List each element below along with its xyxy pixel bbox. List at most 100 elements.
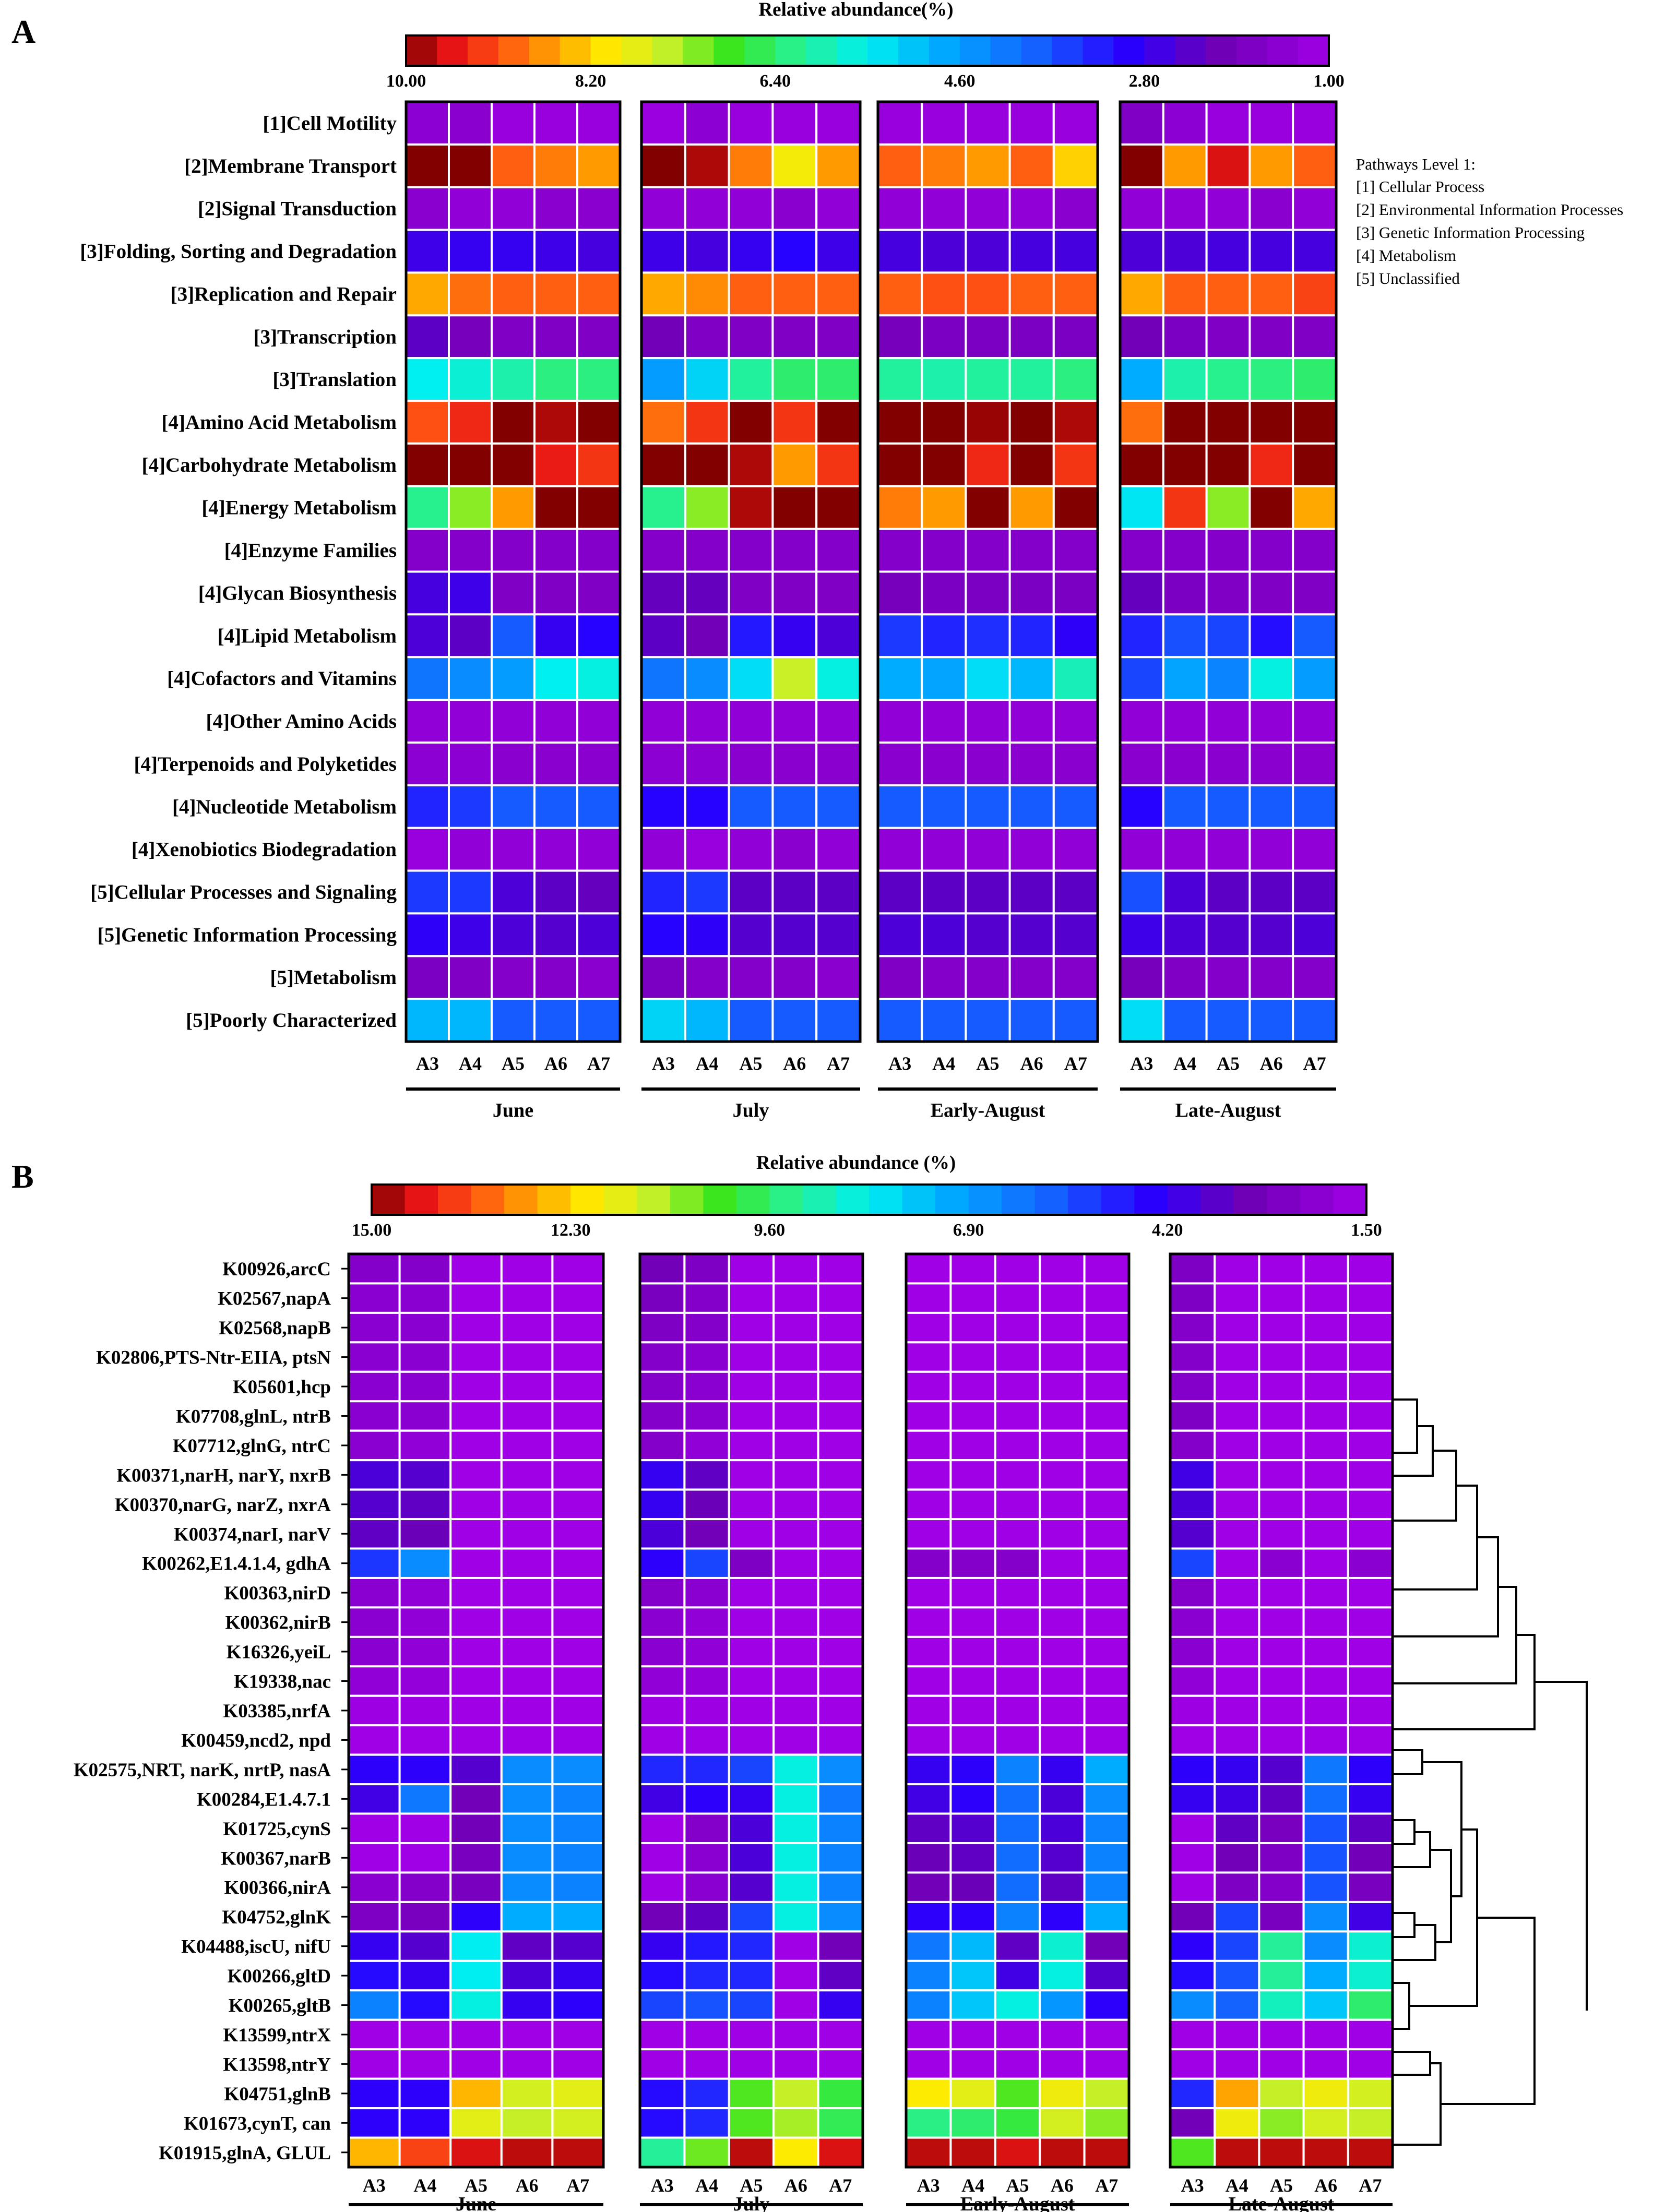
panel-a-cell <box>1052 229 1099 274</box>
panel-a-cell <box>728 998 774 1043</box>
panel-b-cell <box>1258 2048 1305 2080</box>
panel-a-colorbar-segment <box>498 35 530 66</box>
panel-b-cell <box>728 1488 775 1521</box>
panel-a-colorbar-segment <box>1021 35 1053 66</box>
panel-b-cell <box>949 2136 996 2168</box>
panel-b-cell <box>1169 1694 1216 1727</box>
panel-a-cell <box>448 955 493 1000</box>
panel-b-cell <box>905 1459 952 1491</box>
panel-b-column-label: A3 <box>363 2175 386 2196</box>
panel-a-row-label: [5]Genetic Information Processing <box>98 924 397 946</box>
panel-a-cell <box>1052 613 1099 659</box>
panel-a-cell <box>491 400 536 445</box>
panel-a-cell <box>684 613 730 659</box>
panel-b-cell <box>817 2136 864 2168</box>
panel-b-cell <box>1258 1694 1305 1727</box>
panel-a-cell <box>728 314 774 360</box>
panel-b-row-label: K19338,nac <box>234 1671 331 1693</box>
panel-b-column-label: A4 <box>1226 2175 1248 2196</box>
panel-a-column-label: A5 <box>977 1053 1000 1074</box>
panel-a-column-label: A6 <box>783 1053 806 1074</box>
panel-a-cell <box>965 101 1011 146</box>
panel-a-cell <box>728 570 774 616</box>
panel-b-cell <box>728 2077 775 2110</box>
panel-b-cell <box>1214 1282 1260 1314</box>
panel-a-cell <box>448 827 493 872</box>
panel-b-cell <box>994 1576 1041 1609</box>
panel-a-cell <box>815 357 861 402</box>
panel-b-cell <box>1039 1842 1086 1874</box>
panel-b-cell <box>1258 1429 1305 1462</box>
panel-a-cell <box>576 400 621 445</box>
panel-b-cell <box>500 1341 554 1373</box>
panel-a-cell <box>448 998 493 1043</box>
panel-a-cell <box>405 271 450 317</box>
dendrogram-branch <box>1409 1828 1478 2007</box>
panel-b-cell <box>1258 1635 1305 1668</box>
panel-a-cell <box>815 143 861 188</box>
panel-a-cell <box>1008 741 1055 786</box>
panel-a-cell <box>1248 186 1294 231</box>
panel-b-cell <box>551 1488 605 1521</box>
panel-a-cell <box>640 699 686 744</box>
panel-b-cell <box>639 1842 686 1874</box>
panel-a-cell <box>1052 827 1099 872</box>
panel-b-cell <box>817 1930 864 1962</box>
panel-b-cell <box>728 1959 775 1992</box>
panel-a-cell <box>491 101 536 146</box>
panel-b-cell <box>994 1989 1041 2021</box>
panel-b-cell <box>639 1635 686 1668</box>
panel-b-cell <box>949 1429 996 1462</box>
panel-a-cell <box>491 442 536 487</box>
panel-a-colorbar-segment <box>1236 35 1268 66</box>
panel-b-row-label: K00362,nirB <box>225 1612 331 1634</box>
panel-a-cell <box>728 869 774 915</box>
panel-a-cell <box>405 485 450 530</box>
panel-a-cell <box>877 186 923 231</box>
panel-b-cell <box>905 1400 952 1432</box>
panel-b-cell <box>639 1812 686 1845</box>
panel-a-cell <box>405 528 450 573</box>
panel-b-cell <box>772 1253 819 1285</box>
panel-b-cell <box>449 1635 503 1668</box>
panel-b-cell <box>994 2018 1041 2051</box>
panel-a-cell <box>1248 656 1294 701</box>
panel-b-cell <box>1214 1959 1260 1992</box>
panel-a-cell <box>815 101 861 146</box>
panel-b-cell <box>1083 1488 1131 1521</box>
panel-a-cell <box>448 699 493 744</box>
panel-b-colorbar-segment <box>438 1185 472 1215</box>
panel-b-cell <box>728 1341 775 1373</box>
panel-b-colorbar-segment <box>769 1185 803 1215</box>
panel-b-cell <box>1039 1665 1086 1697</box>
panel-b-cell <box>1039 1812 1086 1845</box>
panel-a-cell <box>1008 699 1055 744</box>
panel-b-heatmap: A3 A4 A5 A6 A7 June A3 A4 A5 A6 A7 July A3 A4 A5 A6 A7 Ea… <box>74 1252 1394 2212</box>
panel-b-cell <box>1083 1576 1131 1609</box>
panel-b-cell <box>994 2136 1041 2168</box>
panel-a-column-label: A3 <box>416 1053 439 1074</box>
panel-b-colorbar-segment <box>670 1185 704 1215</box>
panel-b-cell <box>949 1930 996 1962</box>
panel-a-cell <box>491 229 536 274</box>
panel-b-cell <box>1347 1488 1394 1521</box>
panel-a-cell <box>576 955 621 1000</box>
panel-b-cell <box>949 1783 996 1815</box>
panel-a-colorbar-segment <box>1175 35 1206 66</box>
panel-a-cell <box>576 741 621 786</box>
panel-b-cell <box>639 1429 686 1462</box>
panel-a-cell <box>533 784 578 829</box>
panel-a-column-label: A5 <box>502 1053 525 1074</box>
panel-b-cell <box>994 2048 1041 2080</box>
panel-b-cell <box>639 2136 686 2168</box>
panel-b-cell <box>398 2018 452 2051</box>
panel-b-cell <box>551 2077 605 2110</box>
panel-b-column-label: A3 <box>1181 2175 1204 2196</box>
panel-b-cell <box>728 1459 775 1491</box>
panel-b-cell <box>1214 2136 1260 2168</box>
panel-b-cell <box>551 1753 605 1786</box>
panel-b-cell <box>1302 1341 1349 1373</box>
panel-b-cell <box>1169 1989 1216 2021</box>
panel-b-column-label: A7 <box>1359 2175 1382 2196</box>
panel-b-cell <box>348 1753 401 1786</box>
